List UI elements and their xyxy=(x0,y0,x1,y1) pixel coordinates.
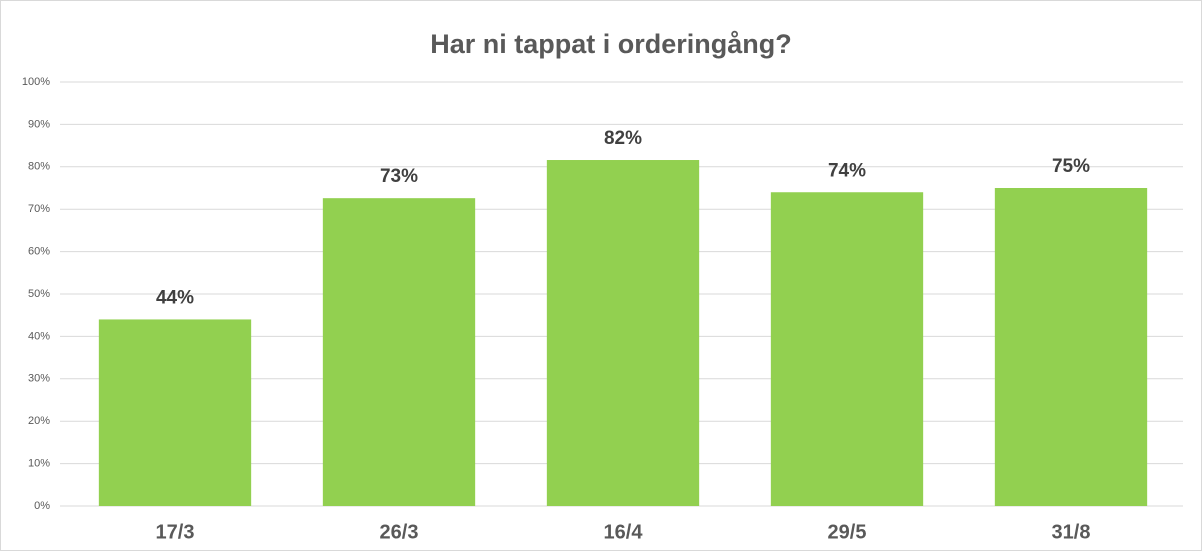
bar xyxy=(322,198,476,506)
bar xyxy=(770,192,924,507)
y-tick-label: 100% xyxy=(22,76,50,88)
y-tick-label: 10% xyxy=(28,458,50,470)
bar xyxy=(98,319,252,506)
y-tick-label: 30% xyxy=(28,373,50,385)
data-label: 44% xyxy=(156,287,194,308)
data-label: 73% xyxy=(380,166,418,187)
data-label: 74% xyxy=(828,160,866,181)
y-tick-label: 40% xyxy=(28,330,50,342)
y-tick-label: 0% xyxy=(34,500,50,512)
chart-title: Har ni tappat i orderingång? xyxy=(430,29,792,59)
x-tick-label: 16/4 xyxy=(604,521,644,543)
x-tick-label: 26/3 xyxy=(380,521,419,543)
y-tick-label: 70% xyxy=(28,203,50,215)
y-tick-label: 90% xyxy=(28,118,50,130)
y-tick-label: 50% xyxy=(28,288,50,300)
data-label: 75% xyxy=(1052,156,1090,177)
y-tick-label: 80% xyxy=(28,161,50,173)
x-tick-label: 17/3 xyxy=(156,521,195,543)
data-label: 82% xyxy=(604,128,642,149)
x-tick-label: 31/8 xyxy=(1052,521,1091,543)
y-tick-label: 60% xyxy=(28,246,50,258)
bar xyxy=(994,188,1148,506)
x-tick-label: 29/5 xyxy=(828,521,867,543)
y-tick-label: 20% xyxy=(28,415,50,427)
bar xyxy=(546,160,700,507)
